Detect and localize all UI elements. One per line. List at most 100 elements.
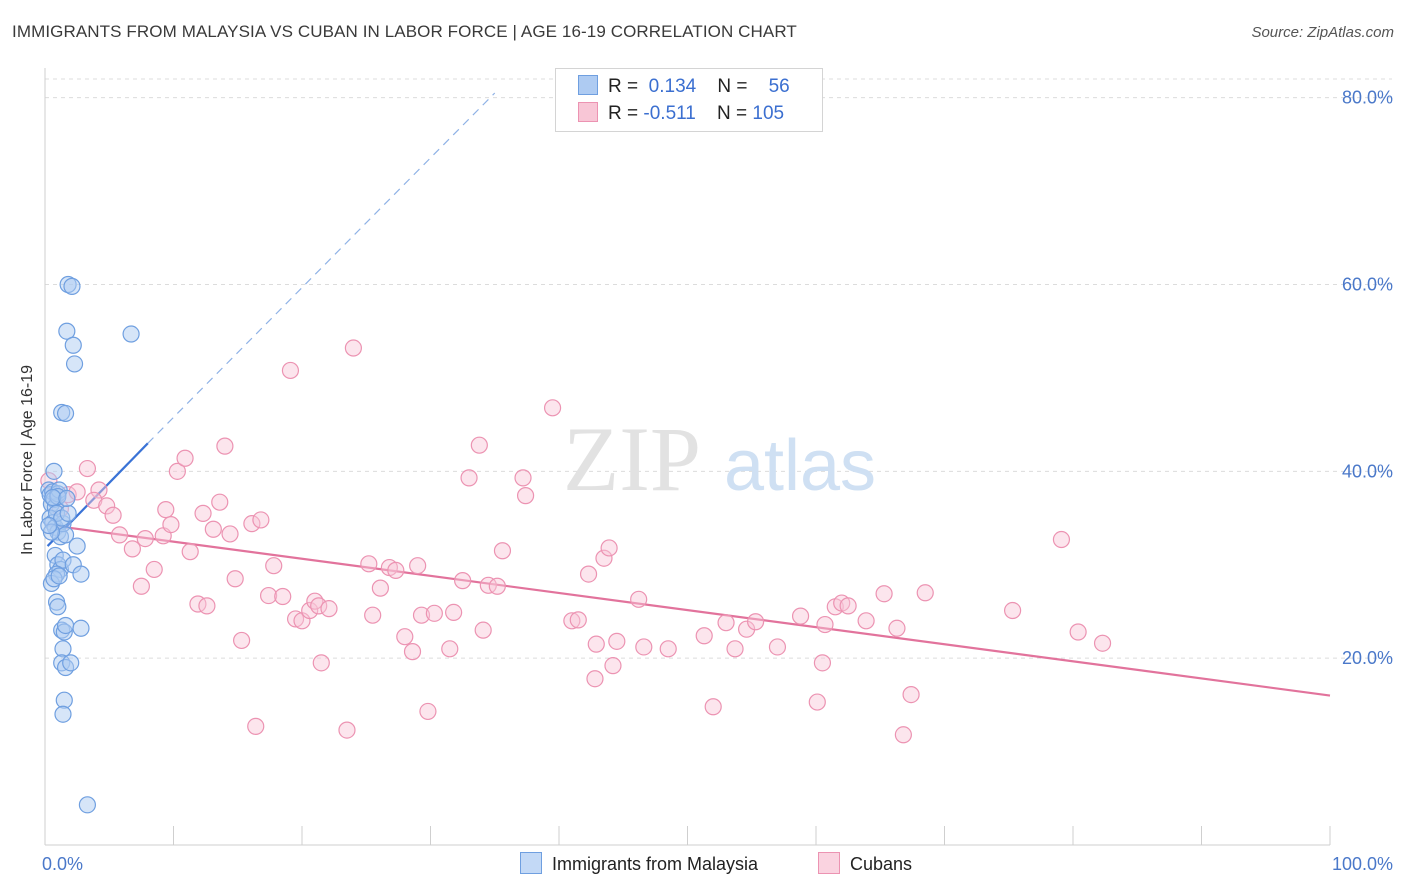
cubans-point xyxy=(274,587,292,606)
malaysia-point xyxy=(58,322,76,340)
cubans-point xyxy=(226,570,244,588)
x-tick-label-min: 0.0% xyxy=(42,854,83,874)
cubans-point xyxy=(563,612,581,630)
axes xyxy=(44,68,1331,846)
cubans-point xyxy=(894,726,912,744)
legend-r-label: R = xyxy=(608,103,639,124)
malaysia-point xyxy=(122,325,140,343)
malaysia-point xyxy=(54,705,72,723)
cubans-legend-swatch xyxy=(818,852,840,874)
y-tick-label: 40.0% xyxy=(1342,461,1393,481)
cubans-point xyxy=(704,698,722,716)
legend-row-cubans: R = -0.511 N = 105 xyxy=(578,102,784,126)
cubans-point xyxy=(136,529,154,548)
x-tick-label-max: 100.0% xyxy=(1332,854,1393,874)
cubans-point xyxy=(176,449,194,467)
cubans-point xyxy=(1052,530,1071,549)
cubans-point xyxy=(259,586,278,605)
cubans-point xyxy=(286,610,305,628)
malaysia-point xyxy=(40,516,58,535)
cubans-point xyxy=(181,543,199,561)
cubans-point xyxy=(916,584,934,602)
cubans-point xyxy=(247,717,265,735)
cubans-point xyxy=(419,702,437,721)
tick-labels: 20.0% 40.0% 60.0% 80.0% 0.0% 100.0% xyxy=(42,88,1393,874)
bottom-legend-malaysia: Immigrants from Malaysia xyxy=(520,852,758,875)
cubans-point xyxy=(301,601,319,620)
cubans-point xyxy=(695,627,713,645)
cubans-point xyxy=(445,603,463,621)
cubans-point xyxy=(543,399,562,417)
cubans-point xyxy=(1069,623,1087,641)
cubans-points xyxy=(40,339,1112,744)
bottom-legend-cubans: Cubans xyxy=(818,852,912,875)
cubans-point xyxy=(587,635,605,653)
cubans-point xyxy=(717,614,735,632)
cubans-point xyxy=(516,487,535,505)
legend-n-label: N = xyxy=(717,76,748,97)
malaysia-point xyxy=(78,796,97,814)
legend-n-value: 56 xyxy=(768,76,790,97)
cubans-point xyxy=(474,621,492,639)
malaysia-point xyxy=(68,537,86,555)
trend-lines xyxy=(44,92,1331,697)
malaysia-trend-extension xyxy=(147,92,496,444)
cubans-point xyxy=(569,611,587,629)
legend-r-value: 0.134 xyxy=(648,76,697,97)
cubans-point xyxy=(310,597,328,615)
y-tick-label: 20.0% xyxy=(1342,648,1393,668)
cubans-trend-line xyxy=(44,523,1331,697)
cubans-point xyxy=(857,612,875,630)
malaysia-point xyxy=(59,504,77,522)
malaysia-point xyxy=(72,565,90,583)
cubans-point xyxy=(265,557,283,575)
malaysia-legend-swatch xyxy=(520,852,542,874)
cubans-point xyxy=(145,560,163,579)
cubans-point xyxy=(403,643,422,661)
malaysia-point xyxy=(56,616,75,635)
chart-title: IMMIGRANTS FROM MALAYSIA VS CUBAN IN LAB… xyxy=(12,22,797,41)
cubans-point xyxy=(216,437,234,455)
cubans-point xyxy=(123,540,141,558)
cubans-legend-label: Cubans xyxy=(850,854,913,874)
cubans-point xyxy=(162,515,180,534)
cubans-point xyxy=(839,597,857,615)
malaysia-point xyxy=(58,489,76,508)
malaysia-point xyxy=(56,404,75,423)
malaysia-point xyxy=(50,567,68,585)
malaysia-swatch xyxy=(578,75,598,95)
cubans-point xyxy=(791,607,810,625)
cubans-point xyxy=(816,615,834,634)
cubans-point xyxy=(659,640,677,658)
cubans-point xyxy=(157,501,175,519)
cubans-point xyxy=(875,585,893,603)
cubans-point xyxy=(586,670,604,688)
cubans-point xyxy=(387,561,405,579)
legend-n-label: N = xyxy=(716,103,748,124)
malaysia-points xyxy=(40,275,140,814)
source-label: Source: ZipAtlas.com xyxy=(1251,24,1394,41)
cubans-point xyxy=(579,565,598,583)
cubans-point xyxy=(595,549,613,567)
cubans-point xyxy=(320,600,338,618)
watermark-atlas: atlas xyxy=(724,426,876,506)
malaysia-legend-label: Immigrants from Malaysia xyxy=(552,854,759,874)
y-tick-label: 80.0% xyxy=(1342,88,1393,108)
grid-lines xyxy=(45,78,1392,659)
cubans-point xyxy=(396,628,414,646)
cubans-point xyxy=(454,572,472,590)
cubans-point xyxy=(104,506,122,524)
cubans-point xyxy=(233,631,251,650)
malaysia-point xyxy=(64,336,82,354)
cubans-point xyxy=(243,515,261,533)
cubans-point xyxy=(412,606,431,624)
cubans-point xyxy=(726,640,744,658)
cubans-point xyxy=(194,504,212,522)
malaysia-point xyxy=(45,462,63,480)
cubans-point xyxy=(470,436,488,454)
cubans-point xyxy=(78,459,97,478)
cubans-point xyxy=(630,590,648,608)
cubans-point xyxy=(747,613,765,631)
malaysia-point xyxy=(65,355,84,373)
